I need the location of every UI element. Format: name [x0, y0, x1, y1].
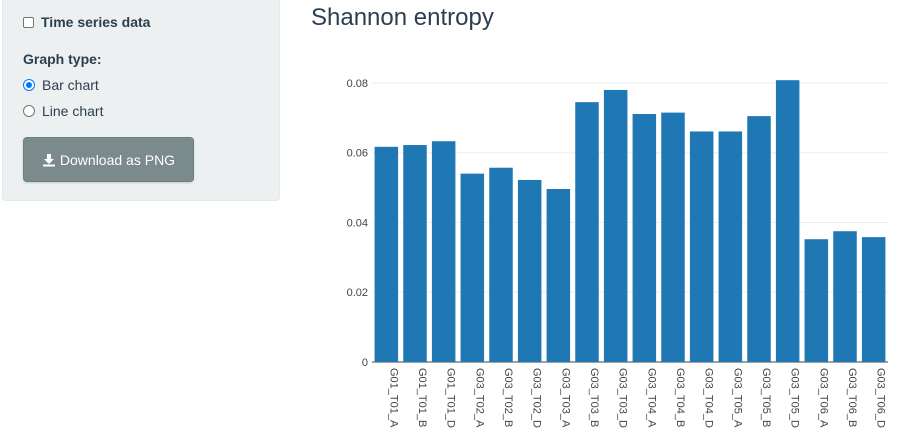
x-tick-label: G03_T05_D: [789, 368, 801, 428]
bar-G03_T05_B[interactable]: [747, 116, 771, 362]
grid-lines: [372, 82, 888, 363]
checkbox-box[interactable]: [23, 16, 34, 28]
bar-G03_T02_B[interactable]: [489, 167, 513, 362]
graph-type-label: Graph type:: [23, 51, 102, 67]
x-tick-label: G03_T06_B: [846, 368, 858, 427]
radio-button-selected[interactable]: [23, 79, 35, 91]
sidebar-panel: Time series data Graph type: Bar chart L…: [2, 0, 280, 201]
x-tick-label: G03_T03_B: [588, 368, 600, 427]
x-tick-label: G03_T02_D: [531, 368, 543, 428]
timeseries-checkbox[interactable]: Time series data: [23, 14, 150, 30]
bar-G03_T04_A[interactable]: [632, 114, 657, 362]
timeseries-label: Time series data: [41, 14, 151, 30]
x-tick-label: G03_T03_D: [617, 368, 629, 428]
bar-chart: 00.020.040.060.08 G01_T01_A G01_T01_B G01_…: [347, 78, 888, 428]
radio-button-unselected[interactable]: [23, 105, 35, 117]
bar-G03_T05_A[interactable]: [718, 131, 743, 362]
radio-line-chart-label: Line chart: [42, 103, 104, 119]
chart-title: Shannon entropy: [311, 4, 494, 31]
bar-G03_T06_D[interactable]: [861, 237, 886, 362]
x-tick-label: G03_T04_A: [645, 368, 657, 428]
x-axis-ticks: G01_T01_A G01_T01_B G01_T01_D G03_T02_A G03_…: [387, 368, 886, 428]
x-tick-label: G01_T01_B: [416, 368, 428, 427]
y-tick-label: 0: [362, 357, 368, 369]
y-tick-label: 0.04: [347, 217, 368, 229]
bar-G03_T06_B[interactable]: [833, 231, 857, 362]
download-icon: [42, 153, 55, 166]
download-label: Download as PNG: [59, 151, 176, 168]
x-tick-label: G03_T05_B: [760, 368, 772, 427]
x-tick-label: G03_T02_B: [502, 368, 514, 427]
bar-G03_T02_D[interactable]: [517, 179, 542, 362]
x-tick-label: G03_T05_A: [731, 368, 743, 428]
radio-line-chart[interactable]: Line chart: [23, 103, 103, 119]
download-png-button[interactable]: Download as PNG: [23, 137, 194, 182]
x-tick-label: G03_T03_A: [559, 368, 571, 428]
y-tick-label: 0.08: [347, 78, 368, 90]
bar-G03_T03_D[interactable]: [603, 89, 628, 362]
bar-G03_T06_A[interactable]: [804, 239, 829, 362]
x-tick-label: G03_T02_A: [473, 368, 485, 428]
bar-G03_T03_A[interactable]: [546, 189, 571, 362]
x-tick-label: G03_T04_D: [703, 368, 715, 428]
y-tick-label: 0.06: [347, 148, 368, 160]
x-tick-label: G03_T06_A: [817, 368, 829, 428]
bar-G01_T01_A[interactable]: [374, 146, 399, 362]
bar-G03_T05_D[interactable]: [775, 80, 800, 362]
x-tick-label: G03_T06_D: [875, 368, 887, 428]
bar-G03_T04_B[interactable]: [661, 112, 685, 362]
x-tick-label: G01_T01_D: [445, 368, 457, 428]
bar-G01_T01_D[interactable]: [431, 141, 456, 362]
bar-G03_T02_A[interactable]: [460, 173, 485, 362]
y-tick-label: 0.02: [347, 287, 368, 299]
bar-G03_T04_D[interactable]: [689, 131, 714, 362]
bars: [374, 80, 886, 362]
radio-bar-chart[interactable]: Bar chart: [23, 77, 99, 93]
bar-G03_T03_B[interactable]: [575, 102, 599, 362]
x-tick-label: G03_T04_B: [674, 368, 686, 427]
bar-G01_T01_B[interactable]: [403, 145, 427, 362]
radio-bar-chart-label: Bar chart: [42, 77, 99, 93]
y-axis-ticks: 0 0.02 0.04 0.06 0.08: [347, 78, 368, 369]
x-tick-label: G01_T01_A: [387, 368, 399, 428]
